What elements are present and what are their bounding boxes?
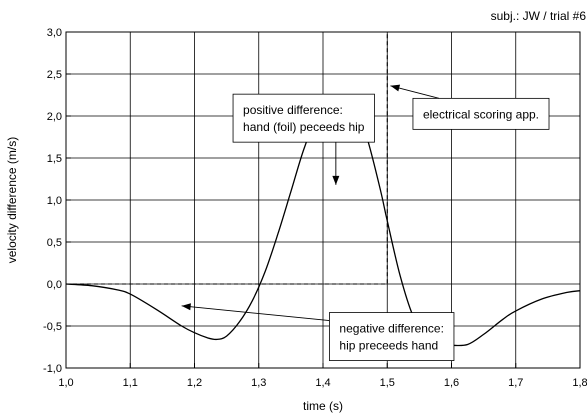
x-tick-label: 1,7 <box>508 377 523 389</box>
x-tick-label: 1,6 <box>444 377 459 389</box>
arrow-head <box>390 84 401 92</box>
chart-subtitle: subj.: JW / trial #6 <box>491 9 587 23</box>
x-tick-label: 1,3 <box>251 377 266 389</box>
annotation-scoring: electrical scoring app. <box>390 84 550 130</box>
y-tick-label: 1,0 <box>47 195 62 207</box>
y-tick-label: -0,5 <box>43 321 62 333</box>
annotation-box <box>232 93 375 143</box>
x-tick-label: 1,5 <box>380 377 395 389</box>
scoring-step-line <box>66 32 388 285</box>
annotation-positive: positive difference: hand (foil) peceeds … <box>232 93 375 185</box>
annotation-text: negative difference: <box>339 322 444 336</box>
annotations: positive difference: hand (foil) peceeds … <box>181 84 550 361</box>
y-tick-label: 1,5 <box>47 153 62 165</box>
annotation-text: hip preceeds hand <box>339 339 438 353</box>
x-tick-label: 1,2 <box>187 377 202 389</box>
arrow-head <box>181 303 191 311</box>
annotation-box <box>412 97 550 130</box>
y-tick-label: 2,0 <box>47 111 62 123</box>
x-tick-label: 1,1 <box>123 377 138 389</box>
x-tick-label: 1,0 <box>58 377 73 389</box>
x-axis-label: time (s) <box>303 399 343 413</box>
ticks: 1,0 1,1 1,2 1,3 1,4 1,5 1,6 1,7 1,8 -1,0 -0,5 0,0 0,… <box>43 27 587 389</box>
y-tick-label: 3,0 <box>47 27 62 39</box>
arrow-head <box>332 175 340 185</box>
annotation-negative: negative difference: hip preceeds hand <box>181 303 455 361</box>
x-tick-label: 1,4 <box>315 377 330 389</box>
annotation-text: positive difference: <box>243 103 343 117</box>
y-tick-label: -1,0 <box>43 363 62 375</box>
y-tick-label: 2,5 <box>47 69 62 81</box>
grid <box>66 32 580 368</box>
annotation-box <box>329 312 455 361</box>
y-tick-label: 0,5 <box>47 237 62 249</box>
annotation-text: electrical scoring app. <box>423 107 539 121</box>
x-tick-label: 1,8 <box>572 377 587 389</box>
annotation-text: hand (foil) peceeds hip <box>243 120 365 134</box>
y-tick-label: 0,0 <box>47 279 62 291</box>
y-axis-label: velocity difference (m/s) <box>5 137 19 264</box>
annotation-arrow <box>181 305 330 322</box>
